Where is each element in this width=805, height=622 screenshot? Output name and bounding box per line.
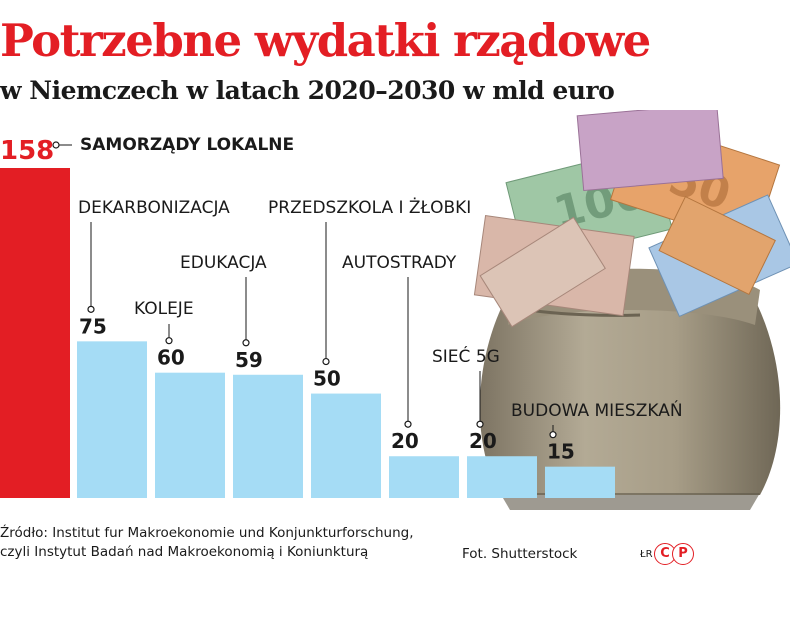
connector-dot-koleje [165, 337, 173, 345]
author-initials: ŁR [640, 549, 653, 560]
connector-dot-dekarbonizacja [87, 305, 95, 313]
category-label-edukacja: EDUKACJA [180, 253, 267, 273]
money-bag-illustration: 100 50 [473, 110, 790, 510]
source-note: Źródło: Institut fur Makroekonomie und K… [0, 524, 414, 562]
bar-edukacja [233, 374, 303, 498]
source-line-2: czyli Instytut Badań nad Makroekonomią i… [0, 544, 369, 560]
bar-koleje [155, 372, 225, 498]
category-label-autostrady: AUTOSTRADY [342, 253, 457, 273]
connector-dot-samorzady-lokalne [52, 141, 60, 149]
bar-dekarbonizacja [77, 341, 147, 498]
banknotes: 100 50 [473, 110, 790, 328]
bar-przedszkola-i-zlobki [311, 393, 381, 498]
bar-siec-5g [467, 456, 537, 498]
value-label-samorzady-lokalne: 158 [0, 136, 54, 166]
value-label-budowa-mieszkan: 15 [547, 440, 575, 464]
value-label-autostrady: 20 [391, 429, 419, 453]
publisher-logo: C P [654, 543, 700, 565]
photo-credit: Fot. Shutterstock [462, 546, 578, 562]
value-label-dekarbonizacja: 75 [79, 314, 107, 338]
category-label-koleje: KOLEJE [134, 299, 194, 319]
connector-dot-przedszkola-i-zlobki [322, 357, 330, 366]
value-label-edukacja: 59 [235, 348, 263, 372]
chart-subtitle: w Niemczech w latach 2020–2030 w mld eur… [0, 76, 615, 105]
connector-dot-edukacja [242, 339, 250, 347]
source-line-1: Źródło: Institut fur Makroekonomie und K… [0, 525, 414, 541]
connector-dot-siec-5g [476, 420, 484, 428]
category-label-przedszkola-i-zlobki: PRZEDSZKOLA I ŻŁOBKI [268, 197, 471, 218]
category-label-siec-5g: SIEĆ 5G [432, 345, 500, 367]
category-label-samorzady-lokalne: SAMORZĄDY LOKALNE [80, 135, 294, 155]
bar-budowa-mieszkan [545, 466, 615, 498]
value-label-przedszkola-i-zlobki: 50 [313, 367, 341, 391]
chart-title: Potrzebne wydatki rządowe [0, 14, 651, 67]
value-label-siec-5g: 20 [469, 429, 497, 453]
connector-dot-autostrady [404, 420, 412, 428]
logo-letter-p: P [672, 543, 694, 565]
category-label-dekarbonizacja: DEKARBONIZACJA [78, 198, 230, 218]
connector-dot-budowa-mieszkan [549, 431, 557, 439]
category-label-budowa-mieszkan: BUDOWA MIESZKAŃ [511, 399, 683, 421]
value-label-koleje: 60 [157, 346, 185, 370]
bar-autostrady [389, 456, 459, 498]
bar-samorzady-lokalne [0, 168, 70, 498]
